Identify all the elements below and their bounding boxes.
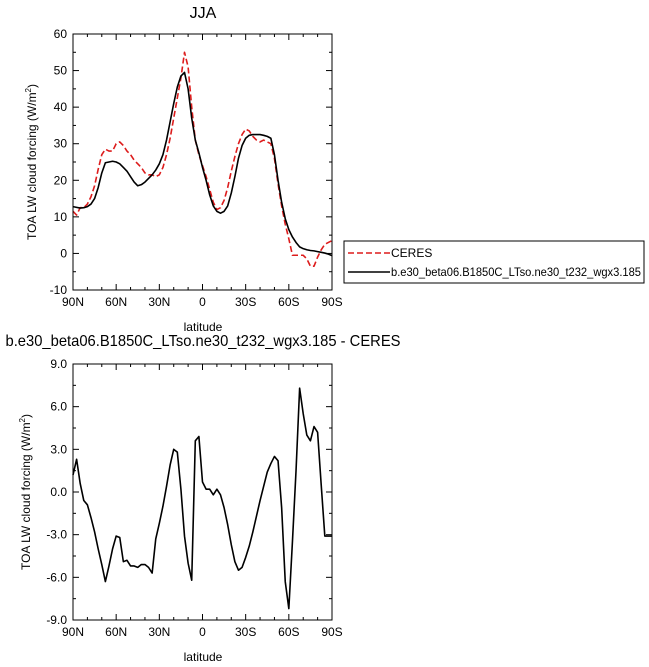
panel-bottom: b.e30_beta06.B1850C_LTso.ne30_t232_wgx3.… — [6, 333, 401, 664]
panel-bottom-frame — [72, 363, 333, 621]
y-tick-label: 40 — [54, 100, 68, 114]
x-tick-label: 60S — [278, 295, 299, 309]
legend: CERES b.e30_beta06.B1850C_LTso.ne30_t232… — [343, 240, 645, 284]
panel-bottom-ylabel-tail: ) — [19, 414, 33, 418]
panel-bottom-series — [72, 387, 332, 610]
x-tick-label: 90S — [321, 625, 342, 639]
panel-top: JJA 90N 60N 30N 0 30S 60S 90S-100102030405060 … — [24, 5, 645, 334]
panel-top-ylabel-sup: 2 — [24, 87, 33, 92]
panel-bottom-ylabel-text: TOA LW cloud forcing (W/m — [19, 422, 33, 570]
y-tick-label: 60 — [54, 27, 68, 41]
x-tick-label: 0 — [199, 625, 206, 639]
legend-label-model: b.e30_beta06.B1850C_LTso.ne30_t232_wgx3.… — [391, 265, 641, 279]
panel-bottom-ylabel-sup: 2 — [18, 417, 27, 422]
x-tick-label: 90N — [62, 625, 84, 639]
x-tick-label: 30N — [148, 625, 170, 639]
panel-bottom-xlabel: latitude — [184, 650, 223, 664]
y-tick-label: 0.0 — [50, 485, 67, 499]
panel-top-ylabel-tail: ) — [25, 84, 39, 88]
y-tick-label: -3.0 — [46, 528, 67, 542]
x-tick-label: 60S — [278, 625, 299, 639]
panel-top-frame — [72, 33, 333, 291]
x-tick-label: 30S — [235, 625, 256, 639]
x-tick-label: 0 — [199, 295, 206, 309]
panel-top-series — [72, 51, 333, 268]
series-line-ceres — [72, 51, 333, 268]
panel-top-xlabel: latitude — [184, 320, 223, 334]
y-tick-label: 30 — [54, 137, 68, 151]
series-line-difference — [72, 387, 332, 610]
x-tick-label: 60N — [105, 625, 127, 639]
panel-top-ylabel-text: TOA LW cloud forcing (W/m — [25, 92, 39, 240]
x-tick-label: 90S — [321, 295, 342, 309]
y-tick-label: -6.0 — [46, 570, 67, 584]
x-tick-label: 60N — [105, 295, 127, 309]
panel-top-ylabel: TOA LW cloud forcing (W/m2) — [24, 84, 39, 240]
series-line-b-e30-beta06-b1850c-ltso-ne30-t232-wgx3-185 — [72, 71, 333, 257]
panel-top-title: JJA — [190, 5, 217, 22]
legend-label-ceres: CERES — [391, 246, 432, 260]
panel-bottom-title: b.e30_beta06.B1850C_LTso.ne30_t232_wgx3.… — [6, 333, 401, 350]
y-tick-label: 10 — [54, 210, 68, 224]
y-tick-label: 20 — [54, 173, 68, 187]
legend-box — [343, 240, 645, 284]
y-tick-label: 50 — [54, 64, 68, 78]
x-tick-label: 90N — [62, 295, 84, 309]
y-tick-label: 9.0 — [50, 357, 67, 371]
y-tick-label: 3.0 — [50, 442, 67, 456]
panel-bottom-ylabel: TOA LW cloud forcing (W/m2) — [18, 414, 33, 570]
panel-bottom-axes: 90N 60N 30N 0 30S 60S 90S -9.0 -6.0 -3.0 0.0 3.0 6.0… — [46, 357, 342, 639]
y-tick-label: -10 — [50, 283, 68, 297]
y-tick-label: 6.0 — [50, 400, 67, 414]
y-tick-label: -9.0 — [46, 613, 67, 627]
y-tick-label: 0 — [60, 246, 67, 260]
x-tick-label: 30S — [235, 295, 256, 309]
panel-top-axes: 90N 60N 30N 0 30S 60S 90S -10 0 10 20 30 40 50 60 — [50, 27, 343, 309]
x-tick-label: 30N — [148, 295, 170, 309]
